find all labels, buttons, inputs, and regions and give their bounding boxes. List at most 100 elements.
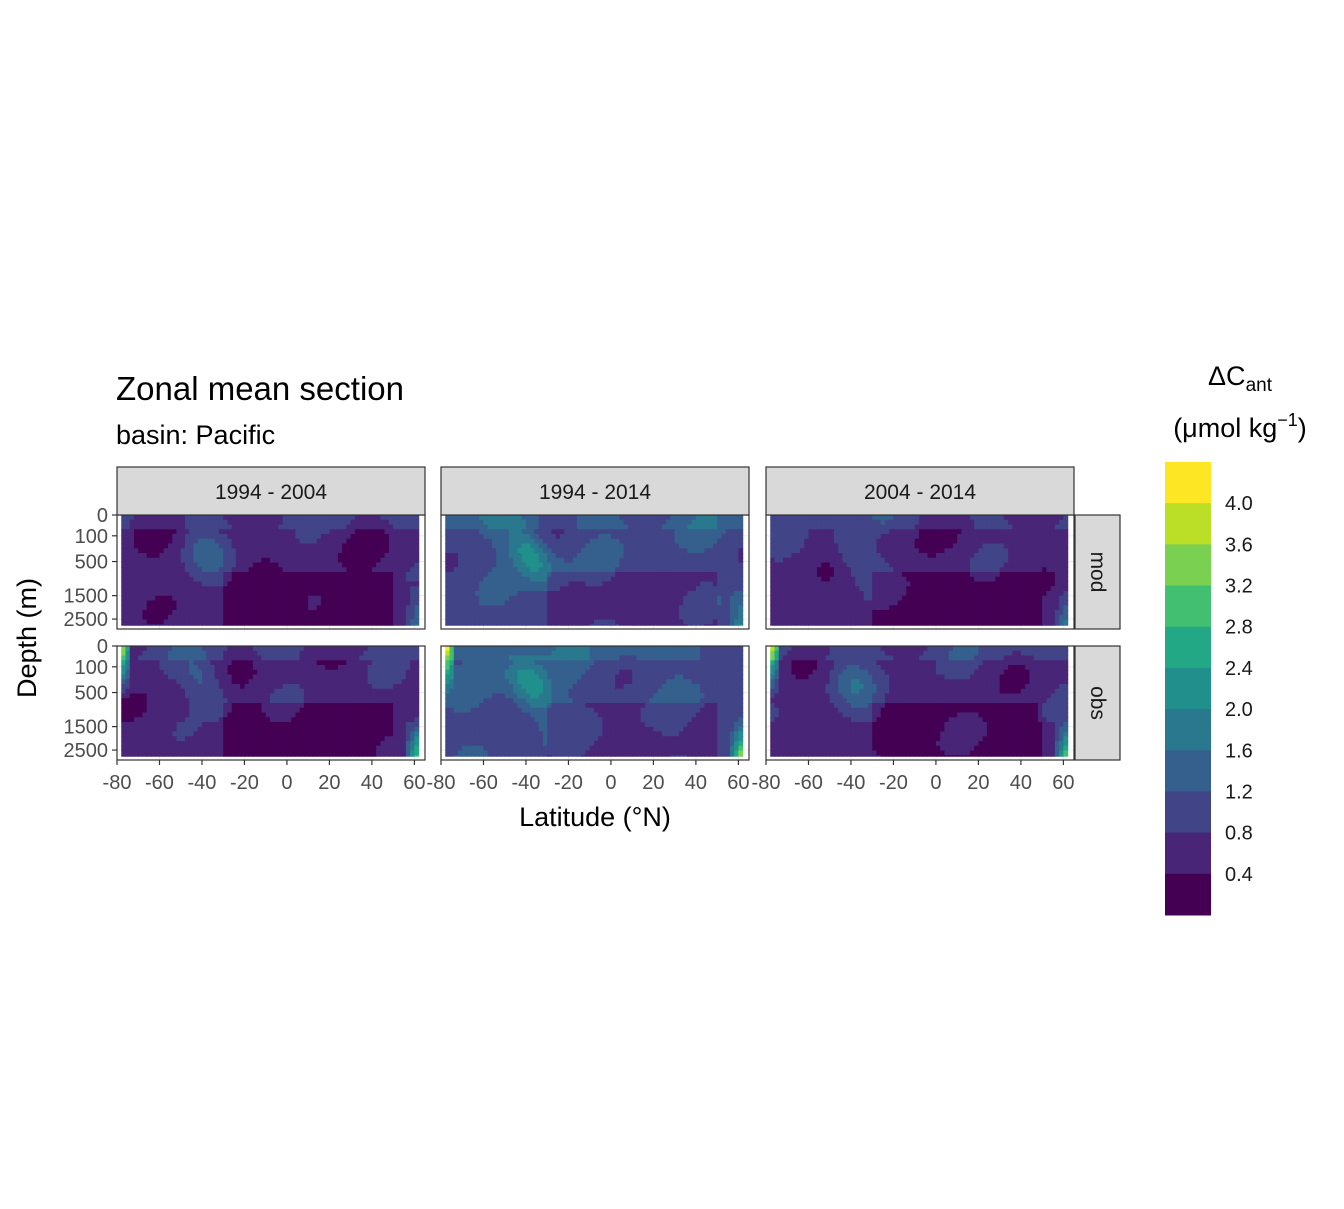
heat-cell xyxy=(872,553,878,559)
heat-cell xyxy=(708,567,714,573)
heat-cell xyxy=(581,605,587,611)
heat-cell xyxy=(223,534,229,540)
heat-cell xyxy=(325,562,331,568)
heat-cell xyxy=(838,562,844,568)
heat-cell xyxy=(691,586,697,592)
heat-cell xyxy=(261,624,267,626)
heat-cell xyxy=(525,619,531,625)
heat-cell xyxy=(778,600,784,606)
heat-cell xyxy=(884,595,890,602)
heat-cell xyxy=(717,548,722,554)
heat-cell xyxy=(610,614,616,621)
heat-cell xyxy=(825,515,831,521)
heat-cell xyxy=(530,591,536,597)
heat-cell xyxy=(876,529,882,535)
heat-cell xyxy=(717,605,722,611)
heat-cell xyxy=(589,534,595,540)
heat-cell xyxy=(350,600,356,606)
heat-cell xyxy=(401,534,407,540)
heat-cell xyxy=(299,605,305,611)
heat-cell xyxy=(880,576,886,583)
heat-cell xyxy=(337,624,343,626)
heat-cell xyxy=(530,543,536,549)
heat-cell xyxy=(303,538,309,545)
heat-cell xyxy=(585,581,591,587)
heat-cell xyxy=(184,614,190,621)
heat-cell xyxy=(163,600,169,606)
heat-cell xyxy=(704,624,710,626)
heat-cell xyxy=(948,553,954,559)
heat-cell xyxy=(1033,591,1039,597)
heat-cell xyxy=(657,524,663,530)
heat-cell xyxy=(935,624,941,626)
heat-cell xyxy=(542,519,548,526)
heat-cell xyxy=(500,557,506,564)
heat-cell xyxy=(240,548,246,554)
heat-cell xyxy=(687,553,693,559)
heat-cell xyxy=(825,581,831,587)
heat-cell xyxy=(466,605,472,611)
heat-cell xyxy=(193,529,199,535)
heat-cell xyxy=(559,515,565,521)
heat-cell xyxy=(897,614,903,621)
heat-cell xyxy=(146,529,152,535)
heat-cell xyxy=(521,534,527,540)
heat-cell xyxy=(534,591,540,597)
heat-cell xyxy=(918,581,924,587)
heat-cell xyxy=(623,619,629,625)
heat-cell xyxy=(657,600,663,606)
heat-cell xyxy=(155,529,161,535)
heat-cell xyxy=(961,519,967,526)
heat-cell xyxy=(593,534,599,540)
heat-cell xyxy=(666,538,672,545)
heat-cell xyxy=(350,538,356,545)
heat-cell xyxy=(380,586,386,592)
heat-cell xyxy=(640,519,646,526)
heat-cell xyxy=(299,576,305,583)
heat-cell xyxy=(449,548,455,554)
heat-cell xyxy=(534,553,540,559)
heat-cell xyxy=(491,600,497,606)
heat-cell xyxy=(201,614,207,621)
heat-cell xyxy=(325,524,331,530)
heat-cell xyxy=(346,548,352,554)
heat-cell xyxy=(261,538,267,545)
heat-cell xyxy=(931,591,937,597)
heat-cell xyxy=(457,548,463,554)
heat-cell xyxy=(133,600,139,606)
heat-cell xyxy=(666,567,672,573)
heat-cell xyxy=(825,524,831,530)
heat-cell xyxy=(957,548,963,554)
heat-cell xyxy=(564,581,570,587)
heat-cell xyxy=(691,619,697,625)
heat-cell xyxy=(240,591,246,597)
heat-cell xyxy=(542,605,548,611)
heat-cell xyxy=(210,529,216,535)
heat-cell xyxy=(176,557,182,564)
heat-cell xyxy=(252,543,258,549)
heat-cell xyxy=(530,515,536,521)
heat-cell xyxy=(589,619,595,625)
heat-cell xyxy=(700,619,705,625)
heat-cell xyxy=(371,591,377,597)
heat-cell xyxy=(995,624,1001,626)
heat-cell xyxy=(159,576,165,583)
heat-cell xyxy=(812,610,818,616)
heat-cell xyxy=(974,562,980,568)
heat-cell xyxy=(350,567,356,573)
heat-cell xyxy=(683,591,688,597)
heat-cell xyxy=(602,557,608,564)
heat-cell xyxy=(274,524,280,530)
heat-cell xyxy=(782,553,788,559)
heat-cell xyxy=(872,524,878,530)
heat-cell xyxy=(163,619,169,625)
heat-cell xyxy=(1020,581,1026,587)
heat-cell xyxy=(504,605,510,611)
heat-cell xyxy=(405,548,411,554)
heat-cell xyxy=(346,567,352,573)
heat-cell xyxy=(704,515,710,521)
heat-cell xyxy=(619,600,625,606)
heat-cell xyxy=(248,624,254,626)
heat-cell xyxy=(129,591,135,597)
heat-cell xyxy=(833,624,839,626)
